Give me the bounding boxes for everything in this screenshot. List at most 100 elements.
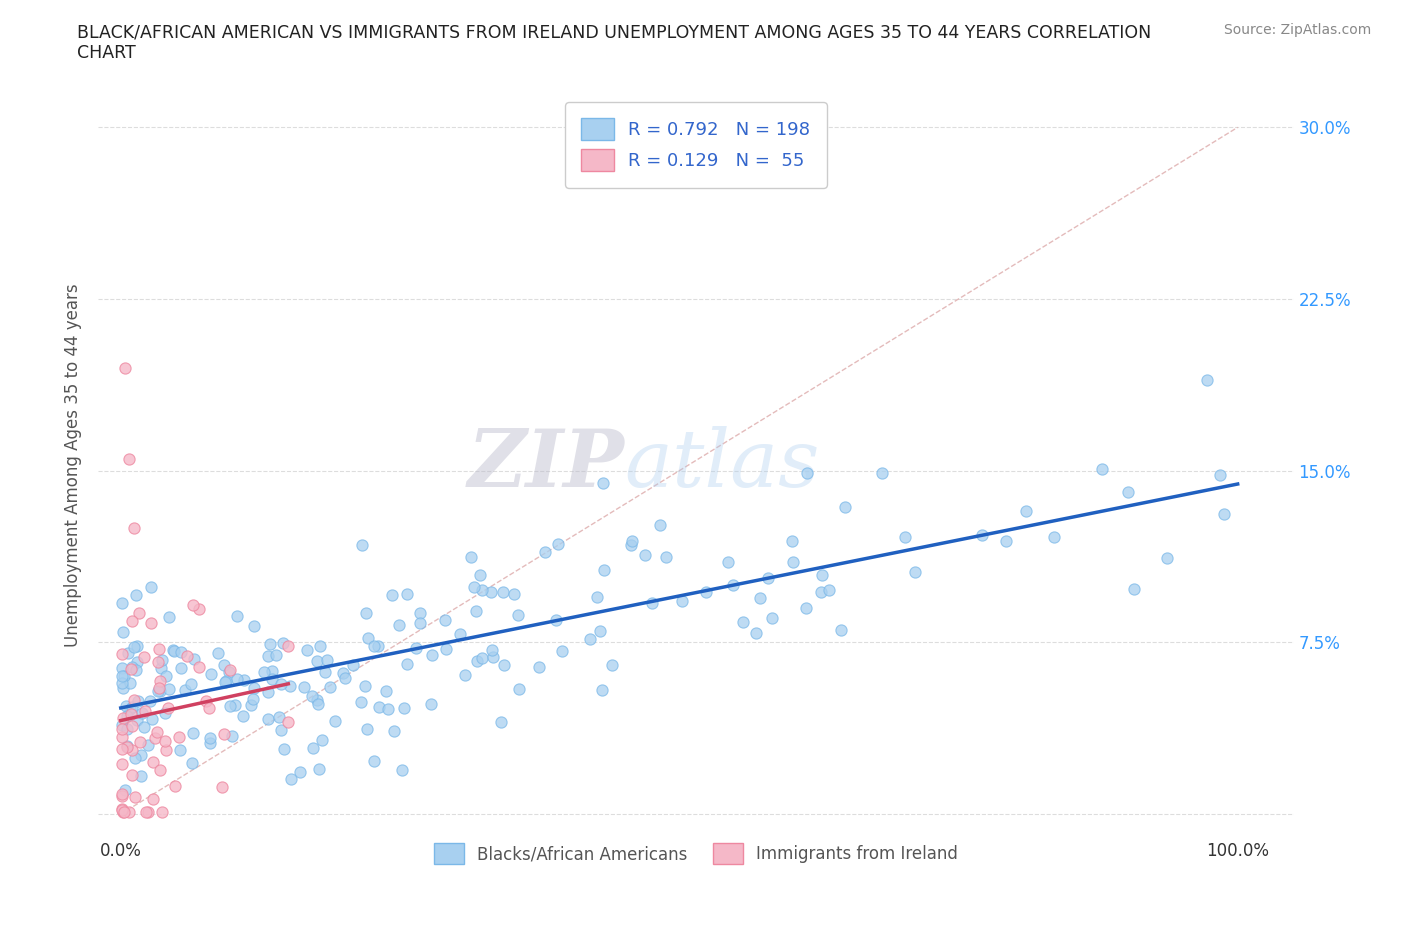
- Point: [198, 700, 221, 715]
- Point: [218, 665, 240, 680]
- Point: [454, 668, 477, 683]
- Point: [129, 747, 152, 762]
- Point: [121, 743, 143, 758]
- Point: [382, 724, 405, 738]
- Point: [111, 729, 134, 744]
- Point: [169, 644, 191, 659]
- Point: [243, 681, 266, 696]
- Point: [409, 605, 432, 620]
- Point: [139, 616, 162, 631]
- Point: [1213, 507, 1236, 522]
- Point: [434, 612, 457, 627]
- Point: [1195, 372, 1218, 387]
- Point: [257, 684, 280, 699]
- Point: [146, 684, 169, 698]
- Text: CHART: CHART: [77, 44, 136, 61]
- Point: [278, 679, 301, 694]
- Point: [970, 528, 993, 543]
- Point: [396, 657, 419, 671]
- Point: [388, 618, 411, 632]
- Point: [405, 641, 427, 656]
- Point: [169, 742, 191, 757]
- Point: [115, 722, 138, 737]
- Point: [391, 763, 413, 777]
- Legend: Blacks/African Americans, Immigrants from Ireland: Blacks/African Americans, Immigrants fro…: [420, 830, 972, 877]
- Point: [117, 738, 139, 753]
- Point: [219, 698, 242, 713]
- Point: [756, 571, 779, 586]
- Point: [226, 608, 249, 623]
- Point: [377, 702, 399, 717]
- Point: [270, 677, 292, 692]
- Point: [794, 601, 817, 616]
- Point: [280, 771, 302, 786]
- Point: [233, 672, 256, 687]
- Point: [761, 610, 783, 625]
- Point: [893, 530, 915, 545]
- Point: [468, 567, 491, 582]
- Point: [260, 671, 283, 686]
- Point: [546, 613, 568, 628]
- Point: [150, 652, 173, 667]
- Point: [634, 547, 657, 562]
- Point: [904, 565, 927, 579]
- Point: [463, 579, 485, 594]
- Point: [194, 694, 217, 709]
- Point: [111, 646, 134, 661]
- Point: [214, 675, 236, 690]
- Point: [270, 723, 292, 737]
- Point: [127, 712, 149, 727]
- Point: [111, 595, 134, 610]
- Point: [534, 545, 557, 560]
- Point: [155, 743, 177, 758]
- Point: [111, 624, 134, 639]
- Point: [122, 521, 145, 536]
- Point: [121, 718, 143, 733]
- Point: [592, 475, 614, 490]
- Point: [128, 735, 150, 750]
- Point: [593, 563, 616, 578]
- Point: [121, 614, 143, 629]
- Point: [145, 731, 167, 746]
- Point: [111, 803, 134, 817]
- Point: [111, 660, 134, 675]
- Point: [420, 647, 443, 662]
- Point: [114, 699, 136, 714]
- Point: [221, 729, 243, 744]
- Point: [810, 585, 832, 600]
- Point: [111, 718, 134, 733]
- Point: [122, 640, 145, 655]
- Point: [243, 618, 266, 633]
- Point: [460, 550, 482, 565]
- Point: [870, 466, 893, 481]
- Point: [342, 658, 364, 673]
- Point: [621, 533, 644, 548]
- Point: [142, 755, 165, 770]
- Point: [176, 648, 198, 663]
- Point: [579, 631, 602, 646]
- Point: [782, 555, 804, 570]
- Point: [449, 627, 471, 642]
- Point: [381, 587, 404, 602]
- Point: [586, 590, 609, 604]
- Point: [332, 665, 354, 680]
- Point: [308, 761, 330, 776]
- Point: [128, 605, 150, 620]
- Point: [125, 588, 148, 603]
- Point: [198, 736, 221, 751]
- Point: [146, 654, 169, 669]
- Point: [277, 714, 299, 729]
- Y-axis label: Unemployment Among Ages 35 to 44 years: Unemployment Among Ages 35 to 44 years: [65, 284, 83, 646]
- Point: [148, 642, 170, 657]
- Point: [129, 768, 152, 783]
- Point: [1091, 461, 1114, 476]
- Point: [994, 533, 1017, 548]
- Point: [162, 643, 184, 658]
- Point: [111, 722, 134, 737]
- Point: [155, 705, 177, 720]
- Point: [124, 693, 146, 708]
- Point: [492, 584, 515, 599]
- Point: [1116, 485, 1139, 499]
- Point: [301, 689, 323, 704]
- Point: [671, 594, 693, 609]
